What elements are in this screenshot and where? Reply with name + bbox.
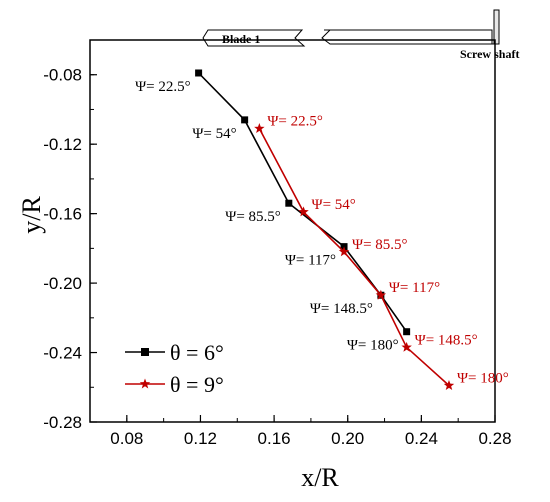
data-point-theta-9 [401,341,412,352]
psi-label-theta-6: Ψ= 148.5° [310,301,373,317]
y-tick-label: -0.08 [43,66,82,85]
x-tick-label: 0.12 [184,429,217,448]
blade-inset: Blade 1 Screw shaft [202,9,519,61]
series-line-theta-9 [258,128,450,387]
psi-label-theta-9: Ψ= 180° [457,371,509,387]
plot-area [89,39,496,423]
screw-blade-shape [321,29,493,45]
legend-label-theta-9: θ = 9° [170,372,224,397]
y-tick-label: -0.24 [43,344,82,363]
x-axis-label: x/R [301,463,339,492]
blade-1-shape [202,29,306,47]
legend-marker-theta-9 [139,378,151,389]
x-tick-label: 0.08 [110,429,143,448]
psi-label-theta-6: Ψ= 22.5° [135,79,191,95]
x-tick-label: 0.24 [405,429,438,448]
psi-label-theta-6: Ψ= 117° [285,253,336,269]
psi-label-theta-9: Ψ= 22.5° [267,114,323,130]
x-axis: 0.08 0.12 0.16 0.20 0.24 0.28 [89,415,512,448]
psi-label-theta-9: Ψ= 54° [312,197,356,213]
y-tick-label: -0.28 [43,413,82,432]
screw-shaft-shape [493,9,500,45]
psi-label-theta-6: Ψ= 54° [192,126,236,142]
data-point-theta-6 [195,69,203,77]
x-tick-label: 0.20 [331,429,364,448]
data-point-theta-6 [241,116,249,124]
legend-marker-theta-6 [141,348,149,356]
y-axis-label: y/R [17,196,46,234]
series-layer [195,69,455,390]
psi-label-theta-6: Ψ= 85.5° [225,209,281,225]
data-point-theta-6 [403,328,411,336]
data-point-theta-9 [375,289,387,300]
y-tick-label: -0.20 [43,274,82,293]
y-tick-label: -0.12 [43,135,82,154]
legend-item-theta-9: θ = 9° [125,372,224,397]
psi-label-theta-9: Ψ= 117° [389,280,440,296]
blade-1-label: Blade 1 [222,32,260,46]
x-tick-label: 0.28 [478,429,511,448]
data-point-theta-9 [443,380,455,390]
y-tick-label: -0.16 [43,205,82,224]
data-point-theta-9 [338,246,350,257]
psi-label-theta-6: Ψ= 180° [347,338,399,354]
screw-shaft-label: Screw shaft [460,47,519,61]
data-point-theta-9 [298,206,309,217]
psi-label-theta-9: Ψ= 85.5° [352,237,408,253]
y-axis: -0.08 -0.12 -0.16 -0.20 -0.24 -0.28 [43,39,97,432]
annotations-layer: Ψ= 22.5° Ψ= 54° Ψ= 85.5° Ψ= 117° Ψ= 148.5° Ψ=… [135,79,509,387]
psi-label-theta-9: Ψ= 148.5° [415,332,478,348]
x-tick-label: 0.16 [258,429,291,448]
legend: θ = 6° θ = 9° [125,340,224,397]
legend-item-theta-6: θ = 6° [125,340,224,365]
data-point-theta-9 [254,123,265,133]
data-point-theta-6 [285,199,293,207]
legend-label-theta-6: θ = 6° [170,340,224,365]
series-line-theta-6 [198,72,408,333]
